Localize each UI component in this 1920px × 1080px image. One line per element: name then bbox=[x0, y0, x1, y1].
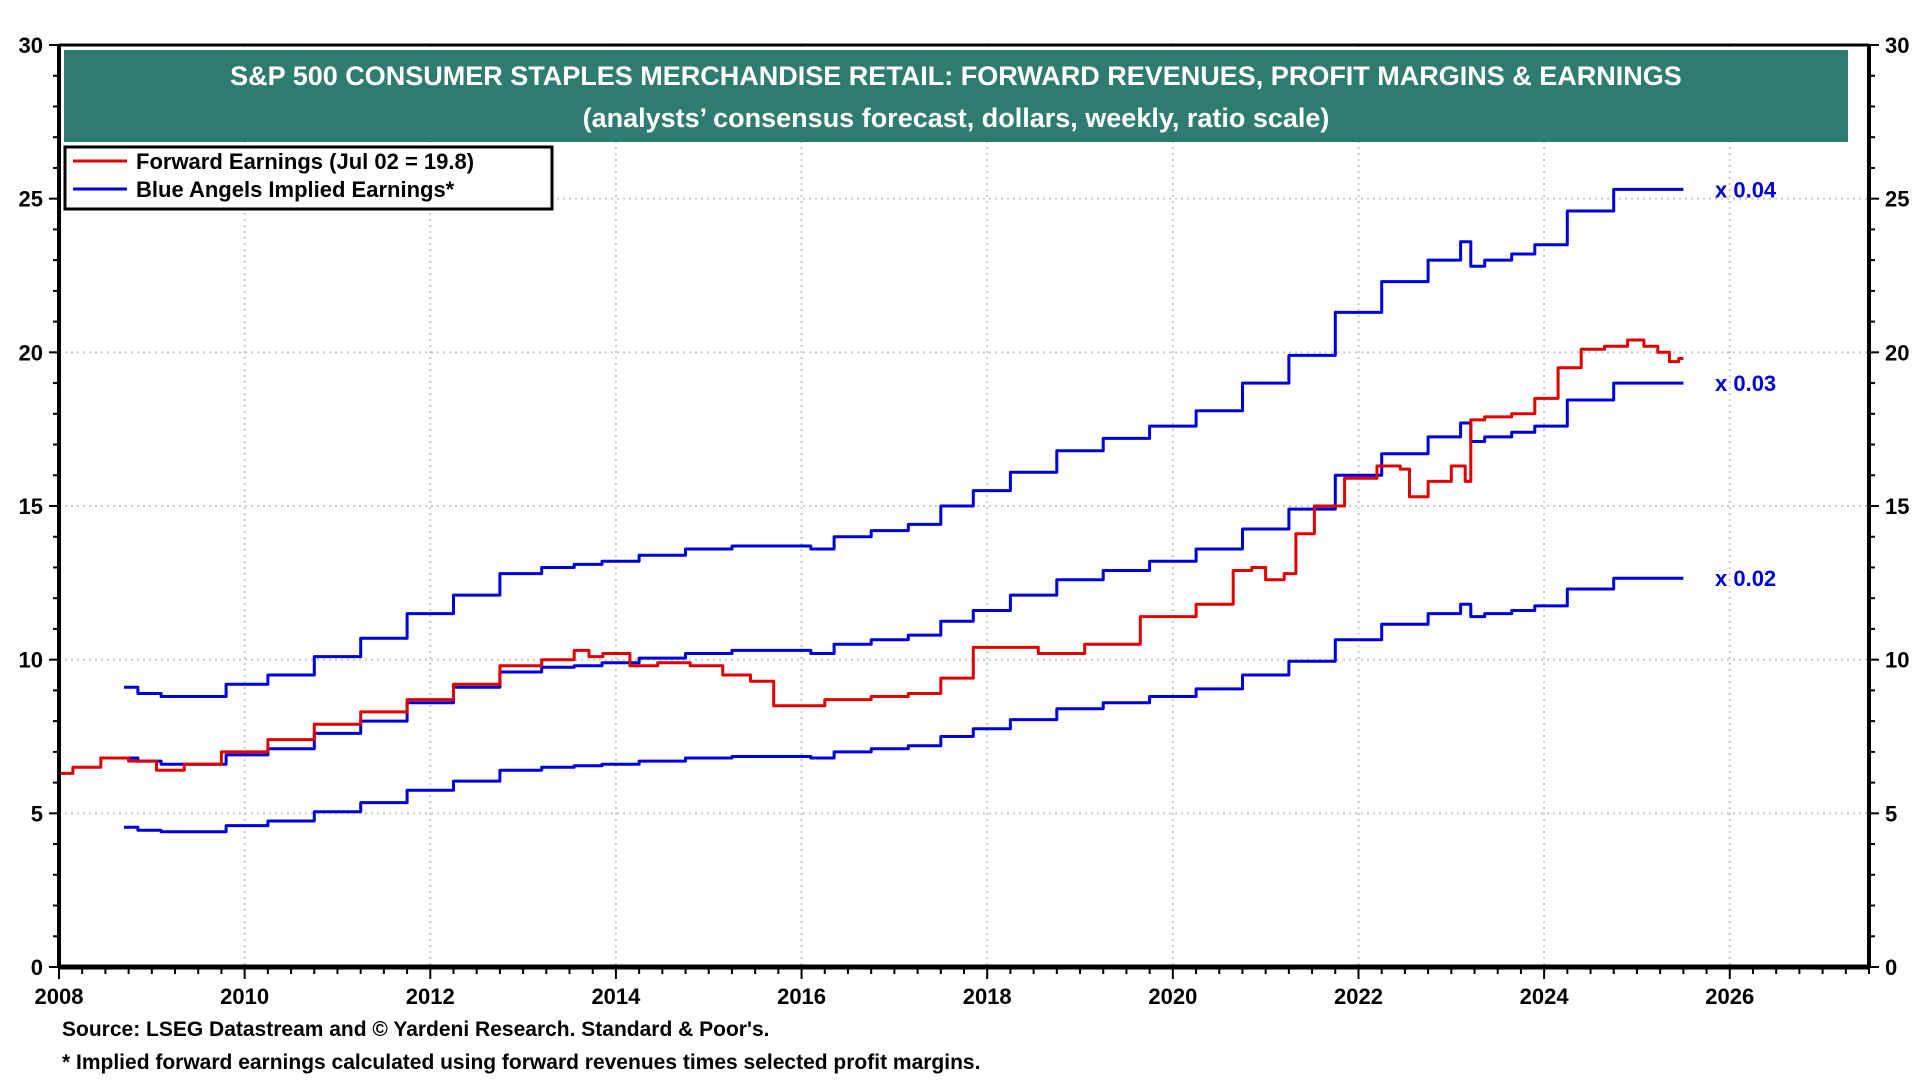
series-lines bbox=[59, 187, 1684, 834]
x-tick-label: 2010 bbox=[220, 984, 269, 1009]
y-tick-label-left: 20 bbox=[19, 340, 43, 365]
series-line-implied-earnings-004 bbox=[124, 187, 1684, 698]
legend-box bbox=[63, 145, 554, 211]
y-tick-label-right: 30 bbox=[1885, 33, 1909, 58]
title-bar bbox=[64, 50, 1848, 142]
x-tick-label: 2008 bbox=[35, 984, 84, 1009]
multiplier-label: x 0.03 bbox=[1715, 371, 1776, 396]
series-line-implied-earnings-003 bbox=[124, 381, 1684, 766]
chart-subtitle: (analysts’ consensus forecast, dollars, … bbox=[583, 103, 1330, 133]
series-line-forward-earnings bbox=[59, 338, 1684, 775]
y-tick-label-left: 25 bbox=[19, 187, 43, 212]
multiplier-label: x 0.04 bbox=[1715, 177, 1777, 202]
y-tick-label-left: 5 bbox=[31, 801, 43, 826]
multiplier-labels: x 0.04 x 0.03 x 0.02 bbox=[1715, 177, 1777, 591]
x-tick-label: 2012 bbox=[406, 984, 455, 1009]
legend-label-implied-earnings: Blue Angels Implied Earnings* bbox=[136, 177, 455, 202]
x-tick-label: 2022 bbox=[1334, 984, 1383, 1009]
y-tick-label-right: 25 bbox=[1885, 187, 1909, 212]
y-tick-label-right: 20 bbox=[1885, 340, 1909, 365]
legend: Forward Earnings (Jul 02 = 19.8) Blue An… bbox=[63, 145, 554, 211]
x-tick-label: 2026 bbox=[1705, 984, 1754, 1009]
x-tick-label: 2018 bbox=[963, 984, 1012, 1009]
x-tick-label: 2024 bbox=[1520, 984, 1570, 1009]
y-tick-label-left: 30 bbox=[19, 33, 43, 58]
x-tick-label: 2016 bbox=[777, 984, 826, 1009]
legend-label-forward-earnings: Forward Earnings (Jul 02 = 19.8) bbox=[136, 149, 474, 174]
y-tick-label-left: 15 bbox=[19, 494, 43, 519]
y-tick-label-right: 0 bbox=[1885, 955, 1897, 980]
source-note: Source: LSEG Datastream and © Yardeni Re… bbox=[62, 1018, 770, 1041]
chart-title: S&P 500 CONSUMER STAPLES MERCHANDISE RET… bbox=[230, 61, 1682, 91]
y-tick-label-right: 15 bbox=[1885, 494, 1909, 519]
y-tick-label-left: 0 bbox=[31, 955, 43, 980]
implied-earnings-note: * Implied forward earnings calculated us… bbox=[62, 1051, 981, 1074]
x-tick-label: 2014 bbox=[591, 984, 641, 1009]
multiplier-label: x 0.02 bbox=[1715, 566, 1776, 591]
series-line-implied-earnings-002 bbox=[124, 576, 1684, 834]
y-tick-label-right: 10 bbox=[1885, 648, 1909, 673]
axes bbox=[49, 43, 1879, 979]
y-tick-label-right: 5 bbox=[1885, 801, 1897, 826]
grid-lines bbox=[59, 45, 1869, 967]
y-tick-label-left: 10 bbox=[19, 648, 43, 673]
x-tick-label: 2020 bbox=[1148, 984, 1197, 1009]
